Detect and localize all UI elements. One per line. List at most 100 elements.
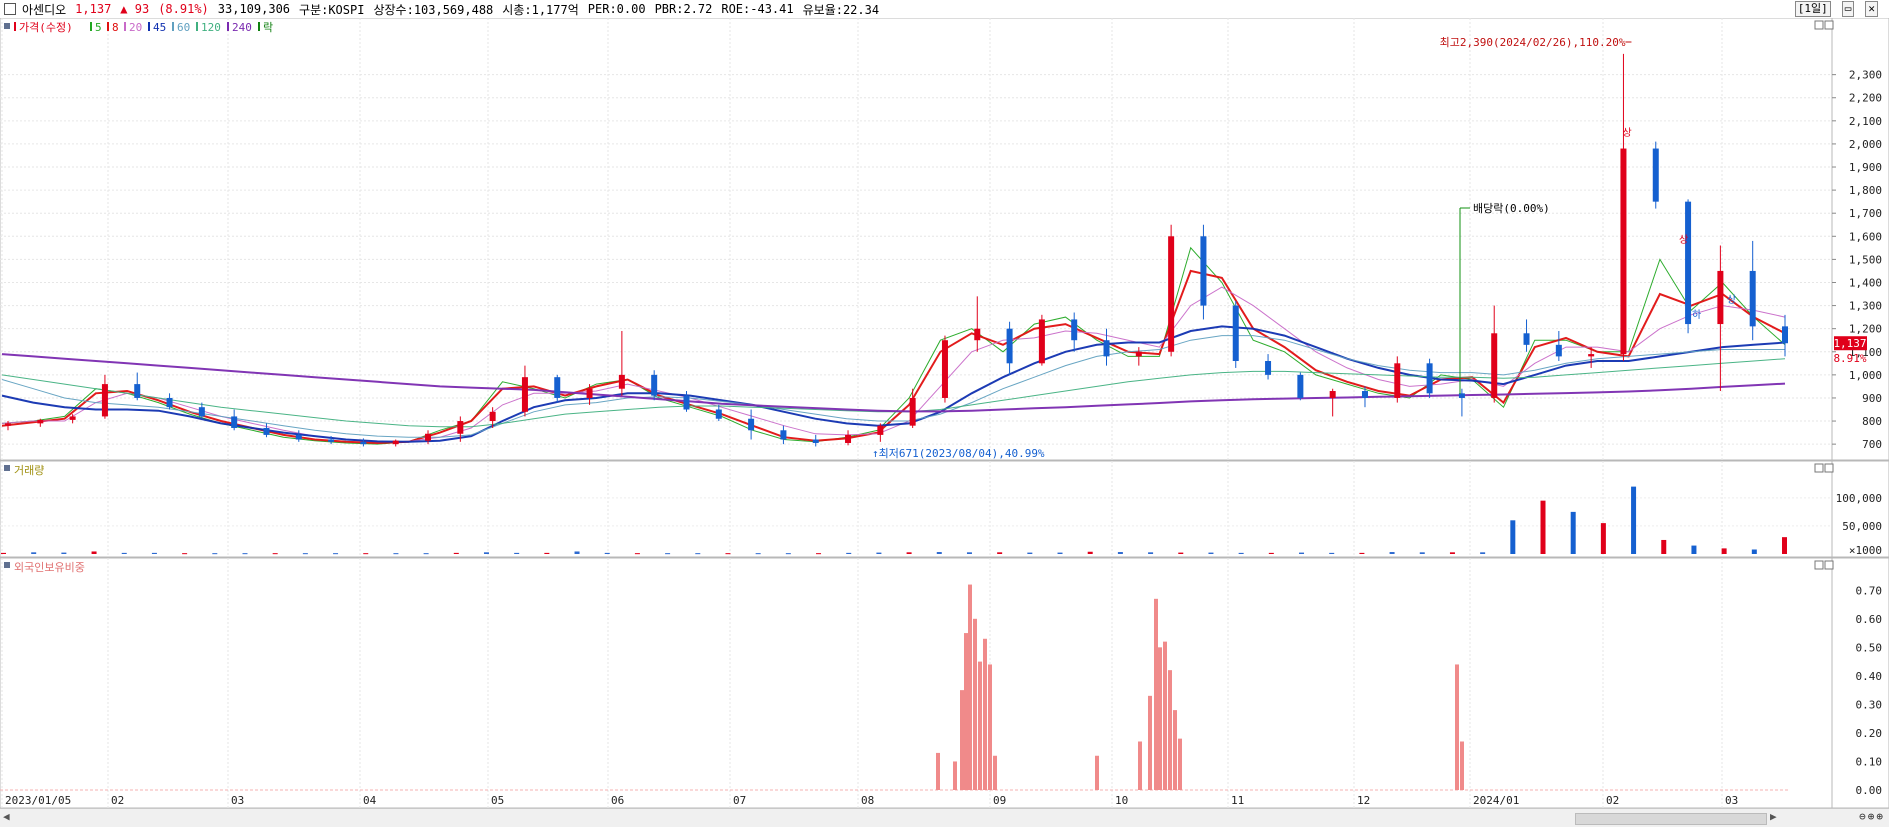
foreign-bar: [973, 618, 977, 790]
volume-bar: [91, 551, 97, 554]
candle-body: [1329, 391, 1336, 398]
candle-body: [5, 423, 11, 426]
candle-body: [1426, 363, 1433, 394]
horizontal-scrollbar[interactable]: ◀ ▶ ⊖⊕⊕: [0, 808, 1889, 827]
volume-bar: [242, 553, 248, 555]
volume-bar: [1600, 523, 1606, 554]
foreign-bar: [978, 661, 982, 790]
foreign-tick-label: 0.50: [1856, 641, 1883, 654]
foreign-bar: [1138, 741, 1142, 790]
candle-body: [554, 377, 561, 398]
ma-legend-icon: [124, 22, 126, 31]
window-controls: [1일] ▭ ✕: [1794, 1, 1887, 17]
volume-bar: [1057, 552, 1063, 554]
price-legend-icon: [14, 22, 16, 31]
select-checkbox[interactable]: [4, 3, 16, 15]
panel-close-icon: [1824, 463, 1834, 473]
candle-body: [1265, 361, 1272, 375]
volume-bar: [61, 552, 67, 554]
per-value: PER:0.00: [587, 2, 646, 16]
high-annotation: 최고2,390(2024/02/26),110.20%: [1440, 36, 1626, 49]
candle-body: [198, 407, 205, 417]
volume-bar: [574, 551, 580, 554]
volume-bar: [966, 552, 972, 554]
volume-bar: [514, 552, 520, 554]
month-tick-label: 04: [363, 794, 377, 807]
candle-body: [1782, 326, 1788, 344]
volume-bar: [483, 552, 489, 554]
month-tick-label: 05: [491, 794, 504, 807]
foreign-bar: [960, 690, 964, 790]
foreign-tick-label: 0.70: [1856, 584, 1883, 597]
candle-body: [360, 441, 367, 445]
last-price-marker: [1834, 336, 1867, 351]
scroll-thumb[interactable]: [1575, 813, 1767, 825]
close-icon[interactable]: ✕: [1865, 1, 1878, 17]
foreign-bar: [968, 584, 972, 790]
scroll-right-icon[interactable]: ▶: [1770, 810, 1777, 823]
period-selector[interactable]: [1일]: [1794, 1, 1831, 17]
foreign-bar: [1173, 710, 1177, 790]
price-tick-label: 700: [1862, 438, 1882, 451]
volume-bar: [1419, 552, 1425, 554]
volume-bar: [1691, 545, 1697, 554]
ma-line-60: [1, 335, 1785, 438]
candle-body: [263, 427, 270, 435]
price-tick-label: 2,300: [1849, 69, 1882, 82]
foreign-bar: [988, 664, 992, 790]
price-tick-label: 2,200: [1849, 92, 1882, 105]
volume-bar: [1027, 552, 1033, 554]
candle-body: [941, 340, 948, 398]
month-tick-label: 10: [1115, 794, 1128, 807]
volume-bar: [182, 553, 188, 555]
month-tick-label: 02: [1606, 794, 1619, 807]
month-tick-label: 02: [111, 794, 124, 807]
restore-icon[interactable]: ▭: [1841, 1, 1855, 17]
volume-bar: [816, 553, 822, 555]
volume-bar: [333, 553, 339, 555]
candle-body: [1168, 236, 1175, 352]
foreign-tick-label: 0.60: [1856, 613, 1883, 626]
legend-ma-60: 60: [177, 21, 190, 34]
stock-chart[interactable]: 거래량 50,000 100,000 ×1000 외국인보유비중 0.00 0.10 0.2…: [0, 18, 1889, 808]
trade-volume: 33,109,306: [217, 2, 291, 16]
foreign-bar: [1460, 741, 1464, 790]
panel-close-icon: [1824, 560, 1834, 570]
volume-tick-label: 50,000: [1842, 520, 1882, 533]
volume-unit-label: ×1000: [1849, 544, 1882, 557]
foreign-bar: [1148, 695, 1152, 790]
candle-body: [1620, 148, 1627, 355]
volume-bar: [1329, 552, 1335, 554]
foreign-bar: [1154, 598, 1158, 790]
volume-bar: [1178, 552, 1184, 554]
candle-body: [1555, 344, 1562, 357]
volume-bar: [453, 552, 459, 554]
price-tick-label: 2,100: [1849, 115, 1882, 128]
candle-body: [974, 328, 981, 341]
candle-body: [1652, 148, 1659, 202]
limit-up-mark: 상: [1622, 127, 1631, 139]
month-tick-label: 09: [993, 794, 1006, 807]
candle-body: [295, 434, 302, 440]
foreign-bar: [1178, 738, 1182, 790]
legend-ma-8: 8: [112, 21, 119, 34]
candle-body: [780, 430, 787, 440]
volume-bar: [1148, 552, 1154, 554]
volume-tick-label: 100,000: [1836, 492, 1882, 505]
legend-ma-5: 5: [95, 21, 102, 34]
price-change: ▲ 93: [120, 2, 150, 16]
zoom-controls[interactable]: ⊖⊕⊕: [1859, 810, 1885, 823]
candle-body: [134, 384, 141, 398]
volume-bar: [1087, 551, 1093, 554]
scroll-left-icon[interactable]: ◀: [3, 810, 10, 823]
foreign-legend-icon: [4, 562, 10, 568]
price-tick-label: 1,800: [1849, 184, 1882, 197]
volume-bar: [423, 553, 429, 555]
candle-body: [1200, 236, 1207, 306]
limit-down-mark: 하: [1692, 308, 1701, 321]
volume-bar: [1540, 500, 1546, 554]
volume-bar: [1359, 552, 1365, 554]
last-price-label: 1,137: [1833, 337, 1866, 350]
month-tick-label: 2024/01: [1473, 794, 1519, 807]
pbr-value: PBR:2.72: [654, 2, 713, 16]
